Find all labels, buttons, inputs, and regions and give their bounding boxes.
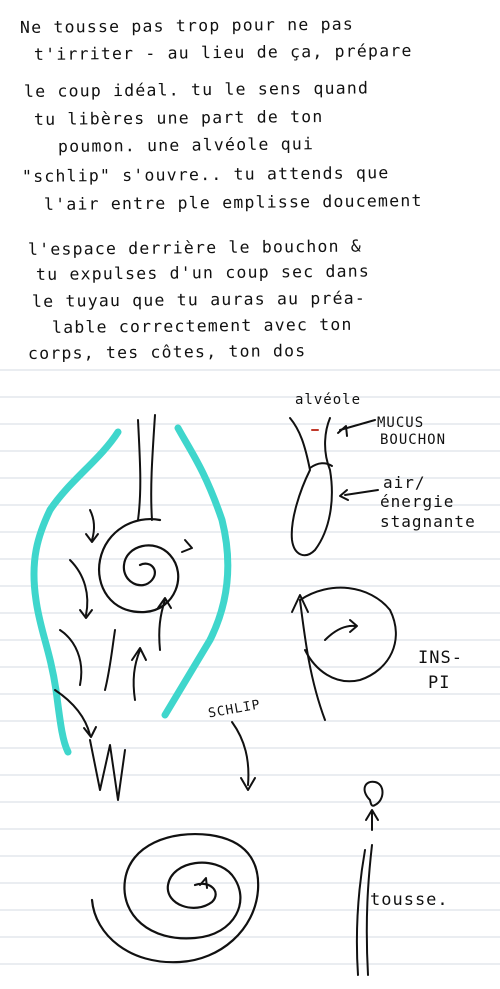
bottom-spiral xyxy=(90,833,260,964)
label-energie: énergie xyxy=(380,492,455,511)
alveole-sketch xyxy=(289,417,379,557)
cough-sketch xyxy=(355,780,384,976)
label-tousse: tousse. xyxy=(370,890,449,910)
label-inspi-1: INS- xyxy=(418,648,463,668)
trachea-sketch xyxy=(137,414,156,521)
schlip-arrow xyxy=(231,721,256,791)
label-inspi-2: PI xyxy=(428,673,451,693)
spiral-arrow xyxy=(199,877,208,889)
label-bouchon: BOUCHON xyxy=(380,432,447,448)
inspi-sketch xyxy=(291,586,397,721)
label-alveole: alvéole xyxy=(295,392,362,408)
label-air: air/ xyxy=(383,473,426,492)
label-stagnante: stagnante xyxy=(380,512,476,531)
lung-outline-cyan xyxy=(30,424,232,756)
lung-spiral xyxy=(98,517,180,614)
label-mucus: MUCUS xyxy=(377,415,425,431)
lung-arrows xyxy=(54,509,193,801)
